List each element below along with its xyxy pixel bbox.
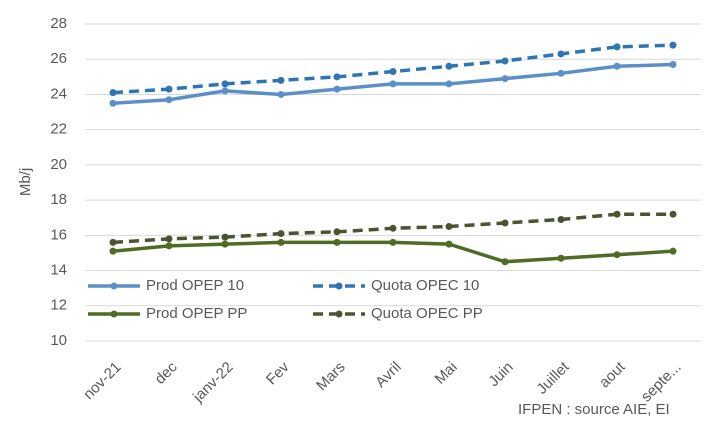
legend-label: Quota OPEC PP	[371, 305, 483, 322]
point	[333, 85, 341, 93]
point	[669, 41, 677, 49]
point	[669, 210, 677, 218]
x-tick-label: Mars	[313, 359, 349, 395]
point	[109, 238, 117, 246]
point	[333, 228, 341, 236]
legend-label: Quota OPEC 10	[371, 277, 479, 294]
legend-marker	[335, 282, 343, 290]
point	[389, 224, 397, 232]
point	[165, 85, 173, 93]
point	[557, 215, 565, 223]
point	[613, 62, 621, 70]
point	[501, 219, 509, 227]
y-tick-label: 26	[50, 50, 67, 67]
point	[333, 238, 341, 246]
y-tick-label: 28	[50, 15, 67, 32]
y-tick-label: 10	[50, 332, 67, 349]
point	[165, 235, 173, 243]
x-tick-label: Juillet	[533, 358, 573, 398]
x-tick-label: nov-21	[80, 359, 124, 403]
x-tick-label: septe...	[638, 359, 685, 406]
point	[669, 247, 677, 255]
point	[445, 223, 453, 231]
point	[277, 90, 285, 98]
point	[557, 254, 565, 262]
x-tick-label: Juin	[485, 359, 516, 390]
point	[613, 251, 621, 259]
point	[445, 80, 453, 88]
point	[109, 247, 117, 255]
y-tick-label: 24	[50, 85, 67, 102]
y-tick-label: 14	[50, 262, 67, 279]
point	[277, 76, 285, 84]
point	[501, 75, 509, 83]
x-tick-label: janv-22	[189, 359, 237, 407]
legend-marker	[110, 310, 118, 318]
point	[277, 238, 285, 246]
x-tick-label: Avril	[372, 359, 404, 391]
source-note: IFPEN : source AIE, EI	[518, 401, 670, 418]
point	[165, 242, 173, 250]
point	[389, 68, 397, 76]
y-tick-label: 22	[50, 121, 67, 138]
point	[557, 69, 565, 77]
point	[613, 210, 621, 218]
point	[221, 87, 229, 95]
point	[221, 240, 229, 248]
legend-label: Prod OPEP PP	[146, 305, 247, 322]
point	[221, 80, 229, 88]
legend-marker	[110, 282, 118, 290]
x-tick-label: dec	[152, 358, 181, 387]
point	[109, 89, 117, 97]
point	[557, 50, 565, 58]
point	[221, 233, 229, 241]
point	[277, 230, 285, 238]
point	[445, 62, 453, 70]
point	[389, 80, 397, 88]
x-tick-label: aout	[596, 358, 629, 391]
y-tick-label: 20	[50, 156, 67, 173]
x-tick-label: Fev	[263, 358, 293, 388]
point	[613, 43, 621, 51]
y-tick-label: 12	[50, 297, 67, 314]
x-tick-label: Mai	[432, 359, 461, 388]
point	[389, 238, 397, 246]
point	[669, 61, 677, 69]
point	[501, 258, 509, 266]
point	[165, 96, 173, 104]
y-tick-label: 16	[50, 226, 67, 243]
point	[501, 57, 509, 65]
y-axis-label: Mb/j	[17, 168, 34, 196]
y-tick-label: 18	[50, 191, 67, 208]
point	[109, 99, 117, 107]
legend-marker	[335, 310, 343, 318]
point	[445, 240, 453, 248]
legend-label: Prod OPEP 10	[146, 277, 244, 294]
point	[333, 73, 341, 81]
